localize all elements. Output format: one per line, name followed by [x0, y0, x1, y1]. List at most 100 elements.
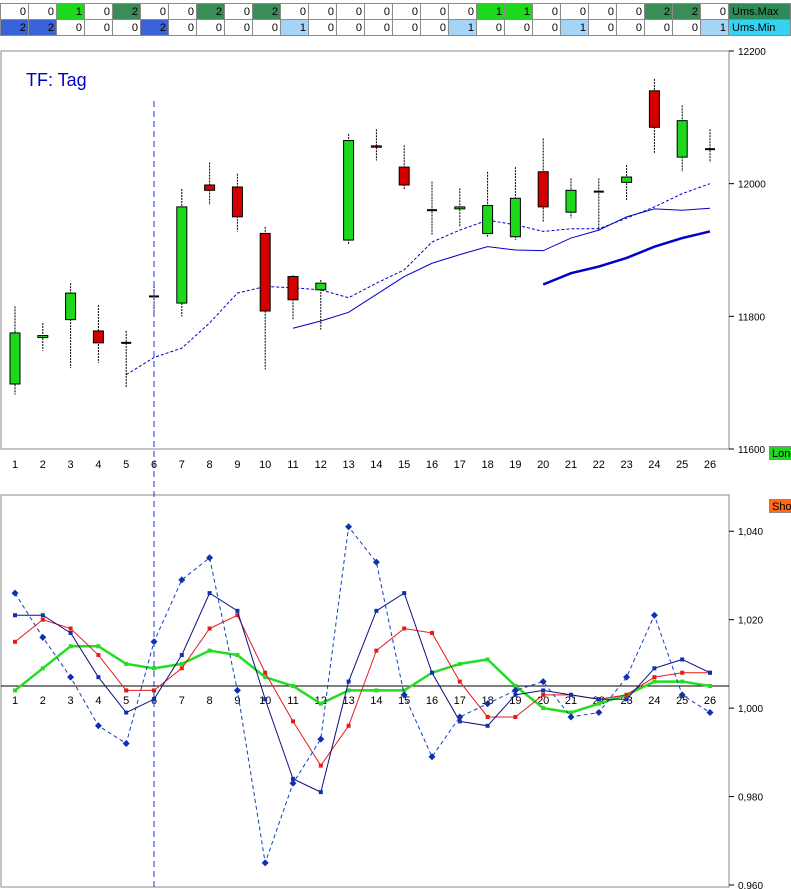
- candle-body: [537, 171, 549, 208]
- y-tick-label: 11600: [738, 445, 766, 456]
- series-point: [457, 661, 462, 666]
- series-point: [261, 859, 269, 867]
- chart-title: TF: Tag: [26, 70, 87, 90]
- x-tick-label: 18: [481, 459, 493, 471]
- series-point: [680, 657, 685, 662]
- long-tag-label: Long: [772, 448, 791, 460]
- x-tick-label: 25: [676, 695, 688, 707]
- x-tick-label: 8: [207, 459, 213, 471]
- series-point: [652, 666, 657, 671]
- series-point: [318, 701, 323, 706]
- x-tick-label: 15: [398, 459, 410, 471]
- indicator-cell: 0: [280, 3, 309, 20]
- candle-body: [343, 140, 355, 241]
- series-point: [485, 714, 490, 719]
- indicator-cell: 2: [644, 3, 673, 20]
- x-tick-label: 5: [123, 695, 129, 707]
- series-point: [179, 666, 184, 671]
- candle-body: [37, 335, 49, 339]
- y-tick-label: 0,980: [738, 793, 763, 804]
- series-point: [40, 617, 45, 622]
- indicator-cell: 0: [224, 19, 253, 36]
- candle-body: [565, 189, 577, 213]
- series-point: [596, 701, 601, 706]
- series-point: [152, 666, 156, 671]
- series-point: [374, 648, 379, 653]
- x-tick-label: 12: [315, 459, 327, 471]
- x-tick-label: 26: [704, 695, 716, 707]
- series-point: [624, 692, 629, 697]
- series-point: [96, 644, 101, 649]
- x-tick-label: 22: [593, 459, 605, 471]
- oscillator-series-line: [14, 525, 711, 864]
- short-tag: Short: [769, 499, 791, 513]
- series-point: [39, 633, 47, 641]
- series-point: [374, 688, 379, 693]
- candle-body: [648, 90, 660, 128]
- x-tick-label: 2: [40, 695, 46, 707]
- x-tick-label: 2: [40, 459, 46, 471]
- x-tick-label: 5: [123, 459, 129, 471]
- indicator-cell: 0: [420, 3, 449, 20]
- series-point: [345, 523, 353, 531]
- indicator-cell: 0: [168, 19, 197, 36]
- indicator-cell: 0: [308, 3, 337, 20]
- series-point: [678, 691, 686, 699]
- candle-body: [9, 332, 21, 385]
- indicator-cell: 0: [84, 19, 113, 36]
- series-point: [569, 692, 573, 697]
- candle-body: [509, 197, 521, 238]
- series-point: [13, 613, 17, 618]
- series-point: [346, 723, 351, 728]
- series-point: [124, 710, 129, 715]
- series-point: [567, 713, 575, 721]
- series-point: [457, 719, 462, 724]
- series-point: [650, 611, 658, 619]
- x-tick-label: 3: [68, 695, 74, 707]
- series-point: [124, 661, 129, 666]
- indicator-cell: 0: [336, 3, 365, 20]
- series-point: [513, 692, 518, 697]
- indicator-cell: 2: [112, 3, 141, 20]
- series-point: [179, 661, 184, 666]
- x-tick-label: 10: [259, 459, 271, 471]
- indicator-cell: 0: [364, 3, 393, 20]
- series-point: [430, 670, 434, 675]
- x-tick-label: 9: [234, 459, 240, 471]
- series-point: [68, 644, 73, 649]
- series-point: [13, 688, 17, 693]
- indicator-cell: 0: [308, 19, 337, 36]
- indicator-cell: 1: [448, 19, 477, 36]
- series-point: [122, 739, 130, 747]
- x-tick-label: 25: [676, 459, 688, 471]
- series-point: [263, 697, 268, 702]
- x-tick-label: 24: [648, 695, 660, 707]
- series-point: [152, 697, 156, 702]
- x-tick-label: 17: [454, 695, 466, 707]
- series-point: [402, 688, 407, 693]
- y-tick-label: 1,020: [738, 616, 763, 627]
- y-tick-label: 1,040: [738, 527, 763, 538]
- y-tick-label: 0,960: [738, 881, 763, 889]
- series-point: [263, 675, 268, 680]
- x-tick-label: 20: [537, 695, 549, 707]
- series-point: [539, 678, 547, 686]
- series-point: [623, 673, 631, 681]
- x-tick-label: 1: [12, 459, 18, 471]
- series-point: [235, 608, 240, 613]
- ma-thick-line: [542, 230, 711, 286]
- indicator-cell: 2: [140, 19, 169, 36]
- indicator-cell: 0: [28, 3, 57, 20]
- series-point: [178, 576, 186, 584]
- x-tick-label: 7: [179, 695, 185, 707]
- candle-body: [176, 206, 188, 304]
- series-point: [374, 608, 379, 613]
- series-point: [595, 709, 603, 717]
- x-tick-label: 17: [454, 459, 466, 471]
- x-tick-label: 11: [287, 695, 298, 707]
- candle-body: [398, 166, 410, 186]
- series-point: [706, 709, 714, 717]
- series-point: [235, 613, 240, 618]
